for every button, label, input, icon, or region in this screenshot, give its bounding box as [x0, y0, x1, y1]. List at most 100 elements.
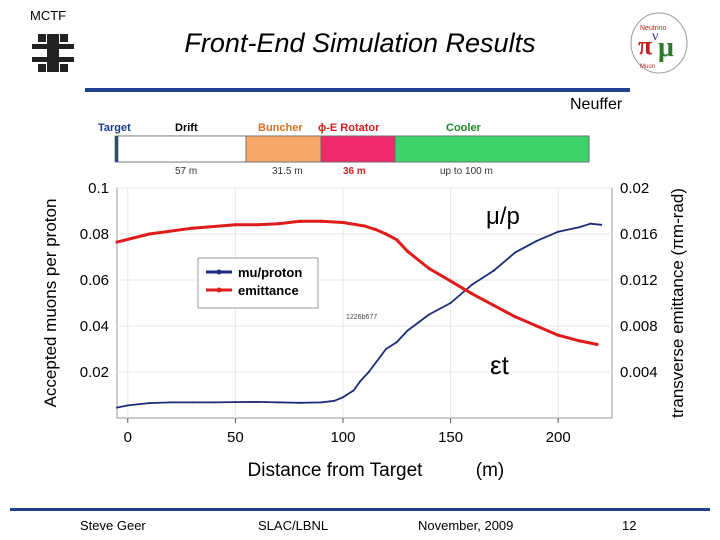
data-point: [234, 401, 237, 404]
y-tick-label: 0.08: [80, 226, 109, 243]
annotation-code: 1226b677: [346, 314, 377, 321]
data-point: [333, 399, 336, 402]
data-point: [233, 223, 237, 227]
y-tick-label: 0.1: [88, 180, 109, 197]
header-rule: [85, 88, 630, 92]
lattice-segment-length: 36 m: [343, 166, 366, 177]
data-point: [428, 313, 431, 316]
front-end-chart: Target Drift 57 m Buncher 31.5 m ϕ-E Rotator 3…: [41, 122, 687, 481]
data-point: [405, 249, 410, 253]
lattice-segment-name: Cooler: [446, 122, 482, 134]
legend-box: [197, 257, 319, 309]
lattice-segment-name: Buncher: [258, 122, 303, 134]
footer-presenter: Steve Geer: [80, 518, 146, 533]
data-point: [352, 389, 355, 392]
annotation-emittance: εt: [490, 350, 510, 380]
data-point: [535, 324, 539, 328]
data-point: [556, 333, 560, 337]
data-point: [395, 238, 399, 242]
data-point: [341, 220, 345, 225]
lattice-segment-name: Target: [98, 122, 131, 134]
data-point: [298, 219, 302, 223]
data-point: [492, 269, 495, 272]
footer-lab: SLAC/LBNL: [258, 518, 329, 533]
data-point: [319, 219, 324, 223]
annotations: μ/p εt 1226b677: [346, 203, 520, 380]
data-point: [169, 401, 172, 404]
data-point: [298, 401, 301, 404]
data-point: [277, 401, 280, 404]
x-tick-label: 150: [438, 429, 463, 446]
x-tick-label: 50: [227, 429, 244, 446]
y-tick-label: 0.06: [80, 272, 109, 289]
data-point: [255, 223, 259, 227]
data-point: [535, 239, 538, 242]
data-point: [589, 222, 592, 225]
legend-marker: [216, 287, 222, 293]
y2-tick-label: 0.02: [620, 180, 649, 197]
svg-text:π: π: [638, 31, 652, 60]
lattice-segment-length: 31.5 m: [272, 166, 303, 177]
x-axis-label: Distance from Target: [248, 460, 424, 481]
data-point: [406, 329, 409, 332]
svg-text:ν: ν: [652, 29, 658, 44]
data-point: [449, 302, 452, 304]
data-point: [191, 401, 194, 404]
data-point: [471, 283, 474, 286]
data-point: [362, 224, 367, 228]
target-marker: [115, 136, 118, 162]
data-point: [514, 251, 517, 254]
y-tick-label: 0.02: [80, 364, 109, 381]
data-point: [373, 227, 377, 231]
data-point: [147, 232, 151, 236]
lattice-segment-length: 57 m: [175, 166, 197, 177]
data-point: [470, 292, 474, 296]
x-tick-label: 200: [546, 429, 571, 446]
data-point: [578, 339, 582, 343]
data-point: [115, 240, 119, 244]
data-point: [384, 232, 388, 236]
y-axis-label: Accepted muons per proton: [41, 199, 60, 408]
lattice-segment-name: Drift: [175, 122, 198, 134]
y2-tick-label: 0.008: [620, 318, 658, 335]
legend-marker: [216, 269, 222, 275]
lattice-segment: [245, 135, 322, 163]
lattice-segment-name: ϕ-E Rotator: [318, 122, 380, 134]
data-point: [341, 396, 344, 399]
lattice-bar: Target Drift 57 m Buncher 31.5 m ϕ-E Rotator 3…: [98, 122, 590, 177]
data-point: [427, 266, 431, 271]
data-point: [595, 342, 599, 346]
axes: 0 50 100 150 200 0.02 0.04 0.06 0.08 0.1 0.004 0.00…: [41, 180, 687, 481]
author-label: Neuffer: [570, 96, 623, 113]
plot-area: [116, 187, 613, 419]
data-point: [276, 222, 281, 226]
data-point: [448, 279, 453, 283]
data-point: [190, 226, 194, 230]
data-point: [148, 402, 151, 405]
footer-page: 12: [622, 518, 637, 533]
y2-axis-label: transverse emittance (πm-rad): [668, 188, 687, 418]
svg-text:μ: μ: [658, 32, 674, 63]
data-point: [359, 380, 362, 383]
data-point: [367, 371, 370, 373]
lattice-segment-length: up to 100 m: [440, 166, 493, 177]
y-tick-label: 0.04: [80, 318, 109, 335]
org-label: MCTF: [30, 8, 67, 23]
data-point: [385, 348, 388, 350]
lattice-segment: [320, 135, 396, 163]
legend: mu/proton emittance: [197, 257, 319, 309]
legend-label: emittance: [238, 283, 299, 298]
data-point: [320, 401, 323, 404]
data-point: [557, 230, 560, 233]
y2-tick-label: 0.004: [620, 364, 658, 381]
data-point: [578, 226, 581, 229]
data-point: [395, 341, 398, 344]
svg-text:Neutrino: Neutrino: [640, 25, 667, 32]
lattice-segment: [394, 135, 590, 163]
data-point: [126, 404, 129, 407]
legend-label: mu/proton: [238, 265, 302, 280]
data-point: [600, 223, 603, 226]
data-point: [212, 401, 215, 404]
fermilab-logo-icon: [32, 34, 74, 72]
data-point: [116, 406, 118, 409]
